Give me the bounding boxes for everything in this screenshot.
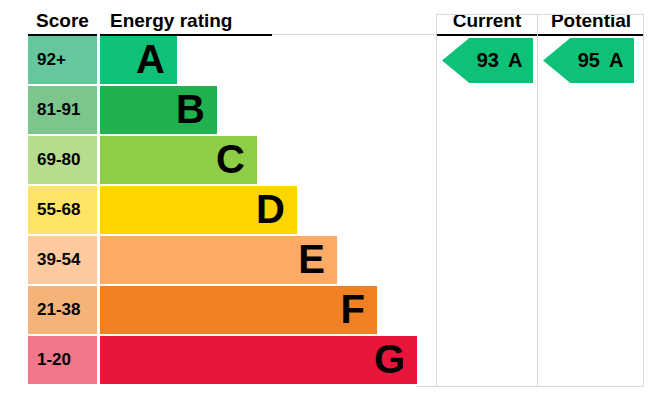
band-letter: F (341, 286, 377, 332)
current-column-header: Current (437, 8, 537, 36)
band-bar: F (100, 286, 377, 334)
band-letter: G (374, 336, 417, 382)
score-column-header: Score (28, 8, 97, 36)
band-bar: B (100, 86, 217, 134)
band-score-range: 81-91 (28, 86, 97, 134)
band-bar: A (100, 36, 177, 84)
band-score-range: 1-20 (28, 336, 97, 384)
frame-top-line (436, 14, 644, 15)
current-band-letter: A (508, 49, 522, 72)
potential-column-header: Potential (538, 8, 644, 36)
band-bar: E (100, 236, 337, 284)
band-letter: E (298, 236, 337, 282)
band-bar: G (100, 336, 417, 384)
frame-right-line (643, 14, 644, 387)
header-underline-extension (272, 34, 436, 35)
band-score-range: 39-54 (28, 236, 97, 284)
band-score-range: 69-80 (28, 136, 97, 184)
band-letter: C (216, 136, 257, 182)
energy-rating-column-header: Energy rating (100, 8, 272, 36)
band-bar: C (100, 136, 257, 184)
band-letter: D (256, 186, 297, 232)
band-letter: A (136, 36, 177, 82)
potential-band-letter: A (609, 49, 623, 72)
divider-energy-current (436, 14, 437, 387)
current-score-value: 93 (477, 49, 499, 72)
band-letter: B (176, 86, 217, 132)
divider-current-potential (537, 14, 538, 387)
band-bar: D (100, 186, 297, 234)
current-rating-arrow: 93 A (442, 38, 533, 83)
band-score-range: 55-68 (28, 186, 97, 234)
epc-rating-chart: Score Energy rating Current Potential 92… (0, 0, 664, 407)
band-score-range: 92+ (28, 36, 97, 84)
frame-bottom-line (416, 386, 644, 387)
potential-score-value: 95 (578, 49, 600, 72)
band-score-range: 21-38 (28, 286, 97, 334)
potential-rating-arrow: 95 A (543, 38, 634, 83)
